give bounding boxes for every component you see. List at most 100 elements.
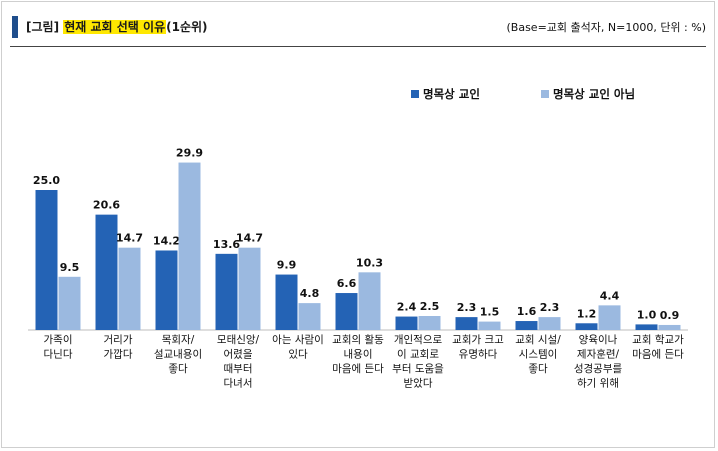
category-label-line: 시스템이 bbox=[519, 349, 558, 361]
data-label-non-nominal-2: 14.7 bbox=[116, 232, 143, 245]
category-label-line: 어렸을 bbox=[224, 348, 253, 361]
bar-nominal-11 bbox=[635, 324, 658, 330]
bar-non-nominal-2 bbox=[118, 247, 141, 330]
bar-non-nominal-9 bbox=[538, 317, 561, 330]
category-label-line: 설교내용이 bbox=[154, 349, 202, 361]
category-label-line: 다닌다 bbox=[44, 349, 73, 361]
data-label-non-nominal-7: 2.5 bbox=[420, 300, 440, 313]
category-label-line: 목회자/ bbox=[162, 334, 195, 346]
category-label-line: 유명하다 bbox=[459, 348, 498, 361]
legend-label-1: 명목상 교인 bbox=[423, 87, 480, 101]
category-label-line: 있다 bbox=[288, 349, 308, 361]
bar-nominal-5 bbox=[275, 274, 298, 330]
category-label-line: 가깝다 bbox=[104, 349, 133, 361]
category-label-line: 부터 도움을 bbox=[392, 363, 444, 375]
category-label-line: 때부터 bbox=[224, 363, 253, 375]
data-label-non-nominal-6: 10.3 bbox=[356, 256, 383, 269]
data-label-nominal-2: 20.6 bbox=[93, 199, 120, 212]
legend-swatch-1 bbox=[411, 90, 419, 98]
category-label-line: 아는 사람이 bbox=[272, 333, 324, 346]
data-label-nominal-10: 1.2 bbox=[577, 307, 597, 320]
category-label-line: 교회의 활동 bbox=[332, 333, 384, 346]
legend-swatch-2 bbox=[541, 90, 549, 98]
bar-nominal-10 bbox=[575, 323, 598, 330]
bar-nominal-6 bbox=[335, 293, 358, 330]
data-label-non-nominal-1: 9.5 bbox=[60, 261, 80, 274]
category-label-line: 양육이나 bbox=[579, 334, 618, 346]
category-label-line: 거리가 bbox=[104, 334, 133, 346]
bar-non-nominal-5 bbox=[298, 303, 321, 330]
data-label-nominal-9: 1.6 bbox=[517, 305, 537, 318]
category-label-line: 마음에 든다 bbox=[632, 349, 684, 361]
category-label-line: 받았다 bbox=[404, 378, 433, 390]
bar-non-nominal-10 bbox=[598, 305, 621, 330]
category-label-line: 다녀서 bbox=[224, 378, 253, 390]
bar-non-nominal-7 bbox=[418, 316, 441, 330]
category-label-line: 좋다 bbox=[528, 363, 548, 375]
bar-nominal-8 bbox=[455, 317, 478, 330]
bar-nominal-1 bbox=[35, 190, 58, 330]
data-label-non-nominal-8: 1.5 bbox=[480, 306, 500, 319]
data-label-nominal-1: 25.0 bbox=[33, 174, 60, 187]
bar-non-nominal-1 bbox=[58, 276, 81, 330]
bar-nominal-2 bbox=[95, 214, 118, 330]
bar-non-nominal-3 bbox=[178, 162, 201, 330]
data-label-non-nominal-10: 4.4 bbox=[600, 289, 620, 302]
category-label-line: 좋다 bbox=[168, 363, 188, 375]
category-label-line: 모태신앙/ bbox=[217, 334, 260, 346]
title-prefix: [그림] bbox=[26, 20, 60, 34]
data-label-nominal-7: 2.4 bbox=[397, 301, 417, 314]
bar-non-nominal-11 bbox=[658, 324, 681, 330]
data-label-non-nominal-9: 2.3 bbox=[540, 301, 560, 314]
title-highlight: 현재 교회 선택 이유 bbox=[63, 20, 167, 34]
chart-title: [그림] 현재 교회 선택 이유(1순위) bbox=[26, 18, 208, 35]
bar-nominal-3 bbox=[155, 250, 178, 330]
base-note: (Base=교회 출석자, N=1000, 단위 : %) bbox=[506, 21, 707, 34]
category-label-line: 교회가 크고 bbox=[452, 334, 504, 346]
data-label-nominal-3: 14.2 bbox=[153, 234, 180, 247]
category-label-line: 마음에 든다 bbox=[332, 363, 384, 375]
bar-nominal-7 bbox=[395, 316, 418, 330]
bar-non-nominal-6 bbox=[358, 272, 381, 330]
category-label-line: 교회 학교가 bbox=[632, 334, 684, 346]
category-label-line: 가족이 bbox=[44, 334, 73, 346]
title-accent-bar bbox=[12, 16, 18, 38]
title-suffix: (1순위) bbox=[166, 20, 208, 34]
data-label-nominal-4: 13.6 bbox=[213, 238, 240, 251]
bar-nominal-9 bbox=[515, 321, 538, 330]
data-label-nominal-5: 9.9 bbox=[277, 259, 297, 272]
category-label-line: 내용이 bbox=[344, 349, 373, 361]
data-label-nominal-6: 6.6 bbox=[337, 277, 357, 290]
category-label-line: 개인적으로 bbox=[394, 334, 443, 346]
data-label-nominal-11: 1.0 bbox=[637, 308, 657, 321]
data-label-non-nominal-5: 4.8 bbox=[300, 287, 320, 300]
bar-non-nominal-8 bbox=[478, 321, 501, 330]
category-label-line: 하기 위해 bbox=[577, 377, 619, 390]
bar-non-nominal-4 bbox=[238, 247, 261, 330]
data-label-non-nominal-4: 14.7 bbox=[236, 232, 263, 245]
data-label-non-nominal-11: 0.9 bbox=[660, 309, 680, 322]
category-label-line: 이 교회로 bbox=[397, 349, 439, 361]
bar-nominal-4 bbox=[215, 253, 238, 330]
category-label-line: 제자훈련/ bbox=[577, 348, 620, 361]
data-label-non-nominal-3: 29.9 bbox=[176, 147, 203, 160]
header-divider bbox=[10, 46, 706, 47]
category-label-line: 성경공부를 bbox=[574, 362, 623, 375]
chart-header: [그림] 현재 교회 선택 이유(1순위) (Base=교회 출석자, N=10… bbox=[2, 2, 714, 48]
legend-label-2: 명목상 교인 아님 bbox=[553, 87, 635, 101]
data-label-nominal-8: 2.3 bbox=[457, 301, 477, 314]
category-label-line: 교회 시설/ bbox=[515, 334, 561, 346]
